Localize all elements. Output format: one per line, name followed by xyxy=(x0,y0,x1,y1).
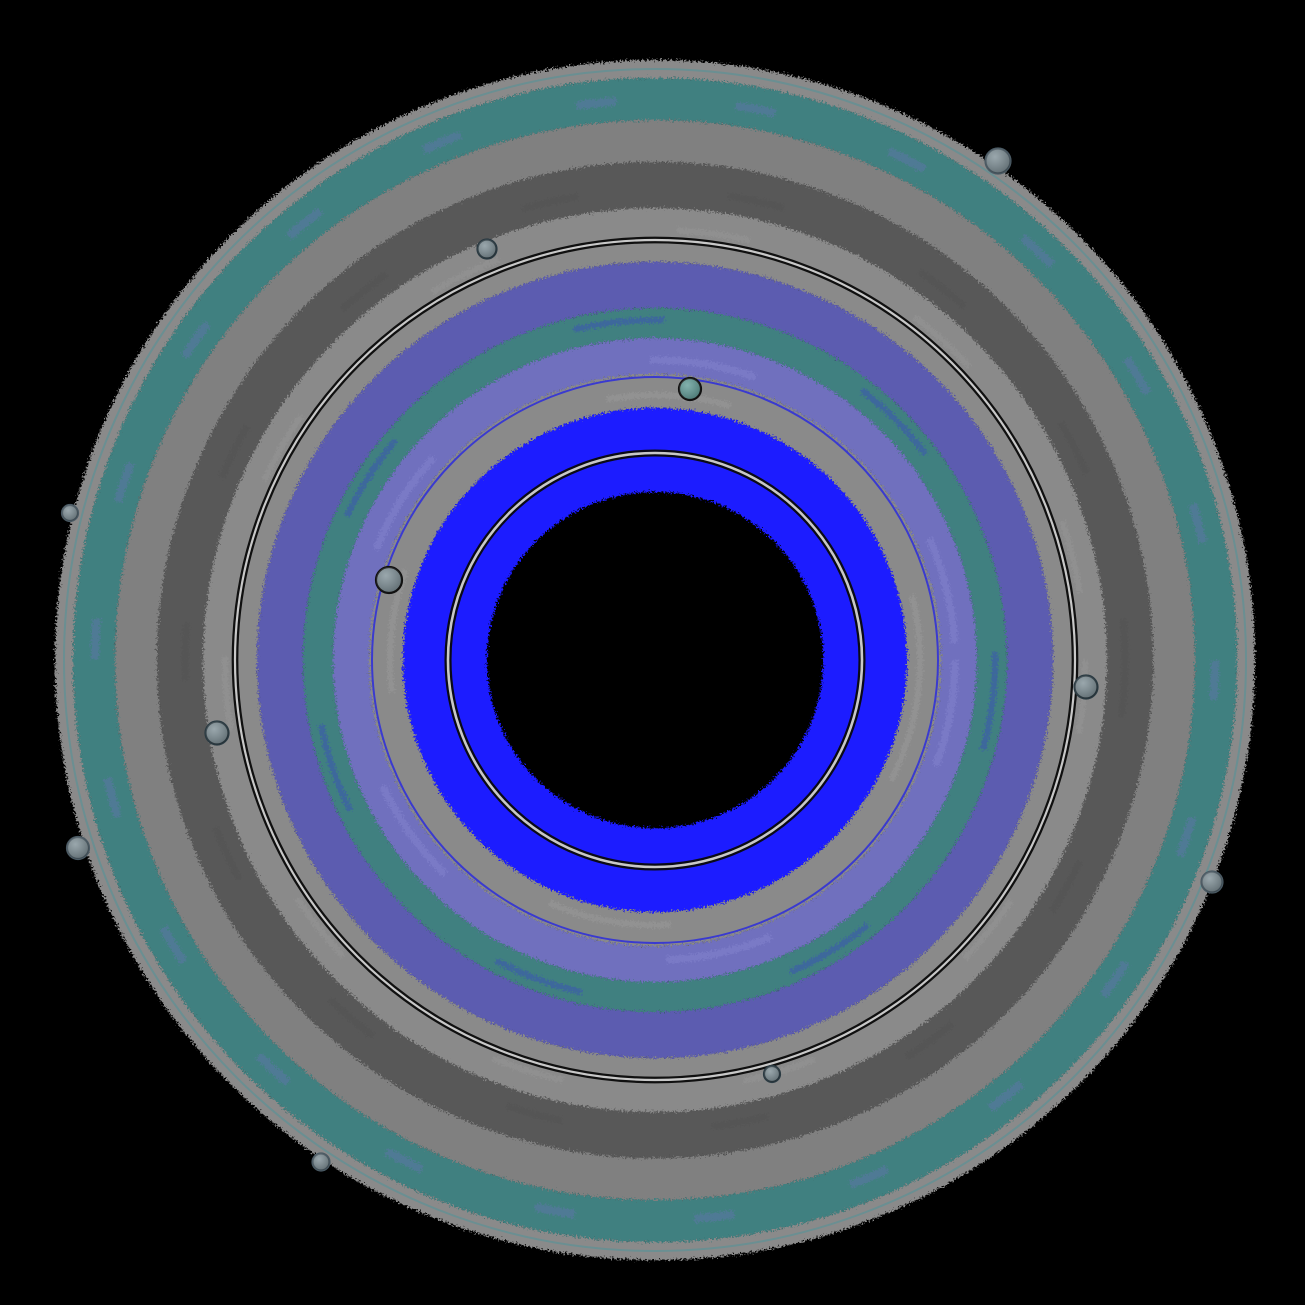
orbit-track-track-inner2 xyxy=(446,451,864,869)
ring-band-band-11-core-void xyxy=(487,492,823,828)
orbit-tracks-group xyxy=(63,68,1247,1252)
ring-band-band-04-gray-dark xyxy=(157,162,1153,1158)
marker-shading-overlay xyxy=(1201,871,1223,893)
ring-band-band-03-gray-mid xyxy=(115,120,1195,1200)
orbit-marker-body-02[interactable] xyxy=(1200,870,1224,894)
ring-texture-streak-4 xyxy=(351,356,959,964)
marker-shading-overlay xyxy=(477,239,497,259)
marker-shading-overlay xyxy=(376,567,402,593)
orbit-marker-body-11[interactable] xyxy=(374,565,404,595)
orbit-marker-body-01[interactable] xyxy=(984,147,1012,175)
marker-shading-overlay xyxy=(62,505,78,521)
ring-bands-group xyxy=(55,60,1255,1260)
marker-shading-overlay xyxy=(764,1066,780,1082)
ring-band-band-09-gray-inner xyxy=(369,374,941,946)
orbit-marker-body-05[interactable] xyxy=(60,503,80,523)
orbit-marker-body-10[interactable] xyxy=(677,376,703,402)
marker-shading-overlay xyxy=(205,721,229,745)
ring-texture-streak-2 xyxy=(222,227,1088,1093)
orbit-track-track-inner1 xyxy=(371,376,939,944)
ring-band-band-05-gray-light xyxy=(203,208,1107,1112)
ring-band-band-08-slate-blue-light xyxy=(333,338,977,982)
orbit-marker-body-09[interactable] xyxy=(762,1064,782,1084)
orbit-marker-body-08[interactable] xyxy=(1073,674,1099,700)
ring-texture-streak-3 xyxy=(312,317,998,1003)
ring-texture-streak-1 xyxy=(181,186,1129,1134)
marker-shading-overlay xyxy=(312,1153,330,1171)
marker-shading-overlay xyxy=(679,378,701,400)
orbit-marker-body-03[interactable] xyxy=(311,1152,331,1172)
marker-shading-overlay xyxy=(1074,675,1098,699)
ring-texture-streak-5 xyxy=(387,392,923,928)
marker-shading-overlay xyxy=(985,148,1011,174)
orbit-marker-body-07[interactable] xyxy=(476,238,498,260)
orbit-markers-group xyxy=(60,147,1224,1172)
orbit-marker-body-04[interactable] xyxy=(65,835,91,861)
marker-shading-overlay xyxy=(67,837,89,859)
orbit-track-track-mid xyxy=(233,238,1077,1082)
ring-texture-streak-0 xyxy=(90,95,1220,1225)
ring-band-band-06-slate-blue xyxy=(257,262,1053,1058)
orbit-track-track-outer xyxy=(63,68,1247,1252)
orbit-marker-body-06[interactable] xyxy=(204,720,230,746)
